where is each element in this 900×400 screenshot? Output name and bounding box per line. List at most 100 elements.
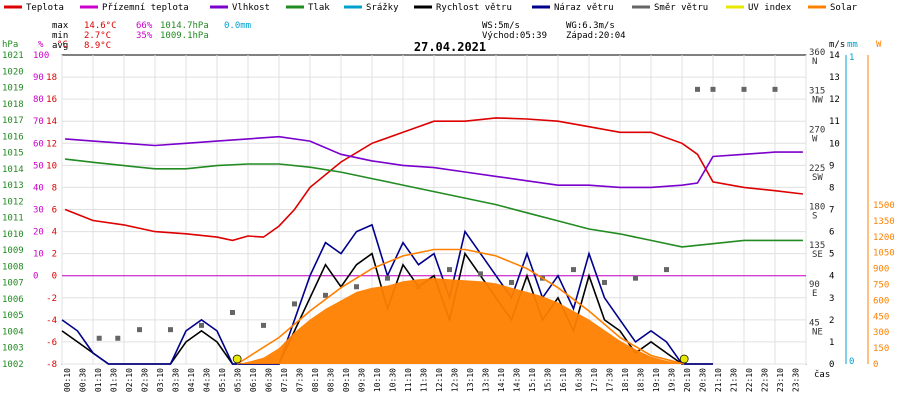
tick-x: 00:10 xyxy=(63,368,72,392)
stat-avg-label: avg xyxy=(52,41,68,51)
tick-x: 16:10 xyxy=(559,368,568,392)
tick-hpa: 1011 xyxy=(2,214,24,224)
tick-hpa: 1015 xyxy=(2,149,24,159)
plot-area xyxy=(61,54,807,365)
tick-c: 4 xyxy=(52,228,57,238)
tick-x: 15:10 xyxy=(528,368,537,392)
tick-x: 07:30 xyxy=(296,368,305,392)
tick-x: 10:10 xyxy=(373,368,382,392)
tick-w: 450 xyxy=(873,312,889,322)
legend-label: Rychlost větru xyxy=(436,3,512,13)
tick-x: 09:10 xyxy=(342,368,351,392)
tick-pct: 30 xyxy=(33,206,44,216)
tick-dir-abbr: N xyxy=(812,57,817,67)
tick-x: 12:30 xyxy=(451,368,460,392)
tick-dir-deg: 45 xyxy=(809,318,820,328)
wind-dir-point xyxy=(710,86,716,92)
tick-c: 6 xyxy=(52,206,57,216)
tick-c: -8 xyxy=(46,360,57,370)
wind-dir-point xyxy=(199,322,204,328)
axis-label-w: W xyxy=(876,40,882,50)
tick-hpa: 1005 xyxy=(2,311,24,321)
tick-w: 600 xyxy=(873,296,889,306)
tick-x: 10:30 xyxy=(389,368,398,392)
series-line-solar-max xyxy=(236,248,685,365)
tick-c: -2 xyxy=(46,294,57,304)
tick-ms: 14 xyxy=(829,51,840,61)
axis-label-pct: % xyxy=(38,40,44,50)
tick-x: 02:30 xyxy=(141,368,150,392)
tick-x: 22:30 xyxy=(761,368,770,392)
tick-hpa: 1021 xyxy=(2,51,24,61)
tick-dir-abbr: W xyxy=(812,134,818,144)
legend-label: Teplota xyxy=(26,3,64,13)
stat-max-press: 1014.7hPa xyxy=(160,21,209,31)
tick-hpa: 1018 xyxy=(2,100,24,110)
wind-dir-point xyxy=(115,335,121,341)
legend-label: Přízemní teplota xyxy=(102,3,189,13)
wind-dir-point xyxy=(695,86,700,92)
tick-c: -4 xyxy=(46,316,57,326)
tick-ms: 4 xyxy=(829,272,834,282)
tick-x: 08:30 xyxy=(327,368,336,392)
tick-x: 21:30 xyxy=(730,368,739,392)
tick-pct: 100 xyxy=(33,51,49,61)
tick-ms: 3 xyxy=(829,294,834,304)
tick-hpa: 1002 xyxy=(2,360,24,370)
tick-ms: 13 xyxy=(829,73,840,83)
tick-x: 07:10 xyxy=(280,368,289,392)
tick-x: 15:30 xyxy=(544,368,553,392)
solar-area xyxy=(237,278,685,364)
stat-avg-temp: 8.9°C xyxy=(84,41,111,51)
tick-ms: 6 xyxy=(829,228,834,238)
tick-x: 01:10 xyxy=(94,368,103,392)
wind-dir-point xyxy=(509,279,514,285)
uv-marker xyxy=(679,354,689,364)
tick-dir-abbr: NE xyxy=(812,327,823,337)
wind-dir-point xyxy=(741,86,747,92)
stat-sunset: Západ:20:04 xyxy=(566,31,626,41)
tick-hpa: 1012 xyxy=(2,197,24,207)
tick-w: 0 xyxy=(873,360,878,370)
legend-label: Srážky xyxy=(366,3,399,13)
series-line-tlak xyxy=(65,158,803,248)
tick-x: 14:30 xyxy=(513,368,522,392)
axis-label-hpa: hPa xyxy=(2,40,18,50)
tick-dir-deg: 270 xyxy=(809,125,825,135)
tick-ms: 2 xyxy=(829,316,834,326)
tick-x: 02:10 xyxy=(125,368,134,392)
tick-x: 21:10 xyxy=(714,368,723,392)
tick-dir-deg: 90 xyxy=(809,280,820,290)
tick-x: 18:10 xyxy=(621,368,630,392)
tick-mm: 1 xyxy=(849,53,854,63)
tick-x: 17:30 xyxy=(606,368,615,392)
tick-pct: 0 xyxy=(33,272,38,282)
tick-x: 11:30 xyxy=(420,368,429,392)
tick-w: 1500 xyxy=(873,201,895,211)
stat-max-temp: 14.6°C xyxy=(84,21,117,31)
tick-c: 0 xyxy=(52,272,57,282)
tick-w: 750 xyxy=(873,281,889,291)
wind-dir-point xyxy=(354,284,359,290)
tick-x: 23:30 xyxy=(792,368,801,392)
stat-ws: WS:5m/s xyxy=(482,21,520,31)
tick-c: 12 xyxy=(46,139,57,149)
legend-label: Tlak xyxy=(308,3,330,13)
stat-wg: WG:6.3m/s xyxy=(566,21,615,31)
wind-dir-point xyxy=(633,275,638,281)
tick-x: 20:10 xyxy=(683,368,692,392)
tick-x: 16:30 xyxy=(575,368,584,392)
tick-x: 22:10 xyxy=(745,368,754,392)
tick-pct: 10 xyxy=(33,250,44,260)
tick-x: 03:30 xyxy=(172,368,181,392)
tick-w: 1050 xyxy=(873,249,895,259)
axis-label-ms: m/s xyxy=(829,40,845,50)
tick-w: 900 xyxy=(873,265,889,275)
tick-dir-deg: 135 xyxy=(809,241,825,251)
legend-label: UV index xyxy=(748,3,792,13)
tick-x: 19:10 xyxy=(652,368,661,392)
tick-hpa: 1013 xyxy=(2,181,24,191)
wind-dir-point xyxy=(385,275,390,281)
axes: 1021102010191018101710161015101410131012… xyxy=(2,48,895,392)
